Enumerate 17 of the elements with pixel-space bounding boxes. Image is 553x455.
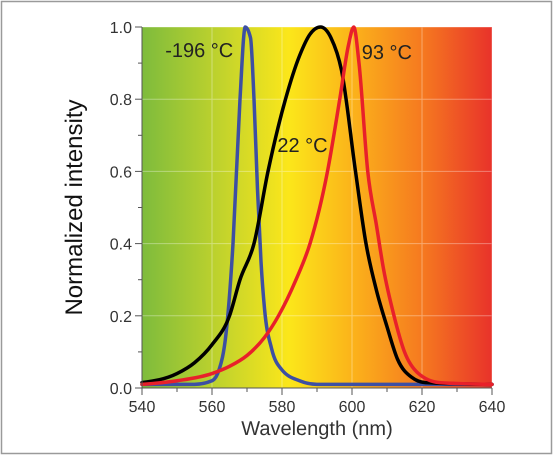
x-tick-label: 580 [268, 399, 296, 416]
y-axis-title: Normalized intensity [61, 99, 88, 316]
series-label: 22 °C [277, 135, 328, 157]
x-tick-label: 640 [478, 399, 506, 416]
series-label: 93 °C [362, 42, 412, 64]
y-tick-label: 1.0 [110, 20, 132, 37]
y-tick-label: 0.6 [110, 164, 132, 182]
y-tick-label: 0.0 [110, 381, 132, 398]
y-tick-label: 0.4 [110, 236, 132, 254]
x-tick-label: 600 [338, 399, 366, 416]
y-tick-label: 0.2 [110, 308, 132, 326]
x-axis-title: Wavelength (nm) [241, 418, 393, 440]
y-tick-label: 0.8 [110, 92, 132, 110]
series-label: -196 °C [165, 40, 234, 62]
x-tick-label: 560 [198, 399, 226, 416]
x-tick-label: 540 [128, 399, 156, 416]
x-tick-label: 620 [408, 399, 436, 416]
